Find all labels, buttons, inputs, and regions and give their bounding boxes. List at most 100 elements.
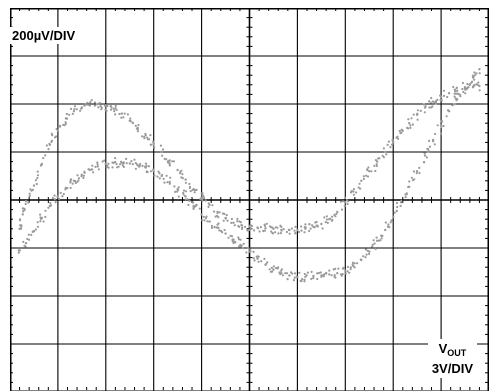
- trace-dot: [436, 124, 439, 127]
- graticule: [10, 8, 489, 391]
- trace-dot: [364, 248, 367, 251]
- trace-dot: [477, 81, 480, 84]
- trace-dot: [176, 190, 179, 193]
- trace-dot: [428, 139, 431, 142]
- trace-dot: [411, 123, 414, 126]
- trace-dot: [114, 157, 117, 160]
- trace-dot: [71, 182, 74, 185]
- trace-dot: [474, 73, 477, 76]
- data-point: [392, 215, 395, 218]
- trace-dot: [73, 108, 76, 111]
- trace-dot: [201, 194, 204, 197]
- trace-dot: [165, 174, 168, 177]
- trace-dot: [415, 172, 418, 175]
- data-point: [478, 68, 481, 71]
- data-point: [431, 138, 435, 142]
- trace-dot: [42, 157, 45, 160]
- trace-dot: [106, 164, 109, 167]
- trace-dot: [266, 261, 269, 264]
- trace-dot: [280, 268, 283, 271]
- trace-dot: [352, 188, 355, 191]
- data-point: [24, 242, 28, 245]
- data-point: [360, 179, 363, 182]
- trace-dot: [134, 162, 137, 165]
- trace-dot: [169, 176, 172, 179]
- trace-dot: [36, 174, 40, 177]
- trace-dot: [277, 232, 280, 235]
- trace-dot: [242, 242, 245, 245]
- trace-dot: [310, 277, 313, 280]
- trace-dot: [139, 162, 142, 166]
- trace-dot: [362, 175, 365, 178]
- trace-dot: [36, 170, 39, 173]
- trace-dot: [362, 255, 365, 258]
- trace-dot: [466, 83, 469, 86]
- trace-dot: [229, 234, 232, 237]
- trace-dot: [429, 101, 432, 104]
- data-point: [72, 110, 76, 113]
- trace-dot: [384, 221, 387, 224]
- trace-dot: [434, 132, 437, 136]
- trace-dot: [278, 271, 281, 274]
- trace-dot: [389, 221, 392, 224]
- trace-dot: [203, 197, 206, 200]
- trace-dot: [62, 192, 65, 196]
- trace-dot: [54, 201, 57, 204]
- trace-dot: [316, 272, 319, 275]
- trace-dot: [77, 177, 81, 180]
- trace-dot: [133, 158, 136, 161]
- trace-dot: [120, 116, 123, 119]
- trace-dot: [188, 186, 191, 189]
- trace-dot: [55, 135, 58, 138]
- trace-dot: [201, 199, 204, 202]
- trace-dot: [58, 197, 61, 201]
- trace-dot: [168, 164, 171, 167]
- trace-dot: [408, 180, 411, 183]
- trace-dot: [168, 162, 171, 165]
- trace-dot: [115, 162, 118, 166]
- trace-dot: [165, 158, 168, 161]
- trace-dot: [249, 248, 252, 251]
- data-point: [256, 226, 259, 229]
- trace-dot: [294, 231, 297, 235]
- trace-dot: [65, 117, 69, 120]
- vout-main: V: [438, 341, 448, 356]
- trace-dot: [171, 160, 174, 163]
- trace-dot: [245, 251, 248, 254]
- trace-dot: [216, 223, 219, 226]
- trace-dot: [440, 99, 443, 102]
- trace-dot: [233, 224, 236, 227]
- trace-dot: [84, 103, 87, 106]
- trace-dot: [250, 224, 253, 228]
- trace-dot: [248, 228, 251, 231]
- trace-dot: [27, 201, 30, 204]
- data-point: [280, 272, 283, 275]
- trace-dot: [75, 108, 78, 111]
- data-point: [455, 89, 459, 93]
- trace-dot: [399, 204, 402, 208]
- trace-dot: [285, 272, 289, 275]
- data-point: [272, 268, 275, 271]
- trace-dot: [161, 148, 165, 151]
- trace-dot: [238, 245, 241, 248]
- trace-dot: [246, 229, 249, 232]
- trace-dot: [330, 274, 333, 277]
- trace-dot: [279, 232, 282, 235]
- trace-dot: [304, 226, 307, 229]
- trace-dot: [241, 247, 244, 250]
- trace: [17, 68, 481, 283]
- trace-dot: [274, 226, 277, 229]
- trace-dot: [168, 182, 171, 185]
- trace-dot: [269, 270, 272, 273]
- trace-dot: [346, 265, 350, 269]
- trace-dot: [94, 165, 97, 168]
- trace-dot: [82, 174, 85, 177]
- trace-dot: [374, 169, 377, 173]
- trace-dot: [193, 188, 196, 192]
- trace-dot: [69, 181, 72, 184]
- data-point: [400, 131, 403, 134]
- data-point: [304, 275, 307, 278]
- trace-dot: [232, 241, 235, 245]
- trace-dot: [207, 205, 210, 208]
- trace-dot: [24, 202, 27, 206]
